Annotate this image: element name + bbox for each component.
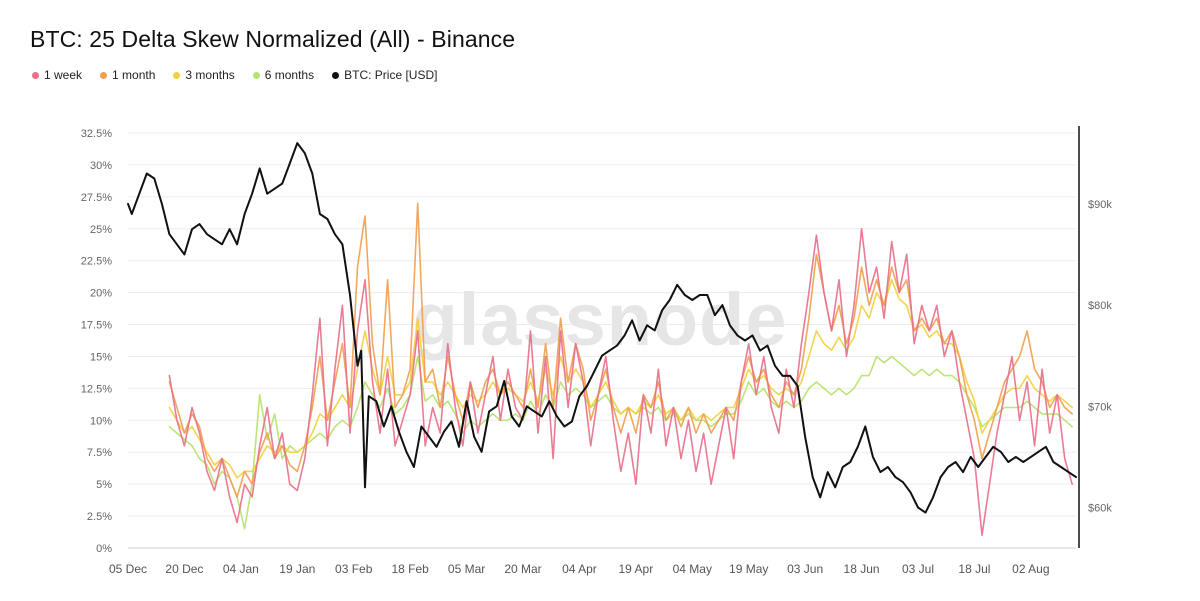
y-tick-label-right: $90k	[1088, 199, 1112, 211]
x-tick-label: 05 Dec	[109, 562, 147, 576]
x-axis: 05 Dec 20 Dec 04 Jan 19 Jan 03 Feb 18 Feb 05 M…	[109, 547, 1076, 576]
legend-label: 1 month	[112, 68, 156, 82]
x-tick-label: 02 Aug	[1012, 562, 1049, 576]
y-axis-left: 0% 2.5% 5% 7.5% 10% 12.5% 15% 17.5% 20% 22.5% 25% 2…	[81, 128, 112, 555]
x-tick-label: 20 Dec	[165, 562, 203, 576]
legend-item-btc-price[interactable]: BTC: Price [USD]	[332, 68, 437, 82]
x-tick-label: 03 Jun	[787, 562, 823, 576]
x-tick-label: 20 Mar	[504, 562, 541, 576]
legend-swatch	[32, 71, 39, 79]
y-tick-label-left: 27.5%	[81, 192, 112, 204]
y-tick-label-left: 32.5%	[81, 128, 112, 140]
x-tick-label: 19 Apr	[619, 562, 654, 576]
legend-item-1-month[interactable]: 1 month	[100, 68, 155, 82]
x-tick-label: 18 Jun	[844, 562, 880, 576]
y-tick-label-right: $60k	[1088, 503, 1112, 515]
legend: 1 week 1 month 3 months 6 months BTC: Pr…	[32, 68, 437, 82]
y-tick-label-left: 12.5%	[81, 383, 112, 395]
y-tick-label-left: 10%	[90, 415, 112, 427]
series-line-btc-price-usd	[127, 142, 1077, 514]
y-tick-label-left: 0%	[96, 543, 112, 555]
y-tick-label-left: 30%	[90, 160, 112, 172]
legend-swatch	[100, 71, 108, 79]
legend-swatch	[173, 71, 181, 79]
legend-swatch	[252, 71, 260, 79]
legend-label: 3 months	[185, 68, 235, 82]
x-tick-label: 05 Mar	[448, 562, 485, 576]
y-tick-label-left: 5%	[96, 479, 112, 491]
series-lines	[127, 142, 1077, 536]
legend-item-6-months[interactable]: 6 months	[252, 68, 315, 82]
y-tick-label-left: 15%	[90, 351, 112, 363]
legend-label: 1 week	[44, 68, 83, 82]
series-line-1-week	[168, 228, 1073, 536]
x-tick-label: 03 Jul	[902, 562, 934, 576]
y-tick-label-left: 7.5%	[87, 447, 112, 459]
x-tick-label: 18 Jul	[958, 562, 990, 576]
y-tick-label-left: 22.5%	[81, 256, 112, 268]
legend-label: BTC: Price [USD]	[344, 68, 438, 82]
legend-label: 6 months	[264, 68, 315, 82]
x-tick-label: 03 Feb	[335, 562, 373, 576]
y-tick-label-left: 2.5%	[87, 511, 112, 523]
series-line-3-months	[168, 279, 1073, 479]
x-tick-label: 18 Feb	[391, 562, 429, 576]
x-tick-label: 19 Jan	[279, 562, 315, 576]
legend-item-1-week[interactable]: 1 week	[32, 68, 82, 82]
legend-swatch	[332, 71, 340, 79]
x-tick-label: 04 Apr	[562, 562, 597, 576]
y-axis-right: $60k $70k $80k $90k	[1078, 126, 1112, 548]
legend-item-3-months[interactable]: 3 months	[173, 68, 235, 82]
chart-title: BTC: 25 Delta Skew Normalized (All) - Bi…	[30, 26, 516, 52]
x-tick-label: 04 May	[673, 562, 712, 576]
y-tick-label-left: 17.5%	[81, 320, 112, 332]
x-tick-label: 19 May	[729, 562, 768, 576]
series-line-1-month	[168, 202, 1073, 498]
watermark: glassnode	[413, 278, 788, 361]
y-tick-label-left: 20%	[90, 288, 112, 300]
x-tick-label: 04 Jan	[223, 562, 259, 576]
y-tick-label-right: $70k	[1088, 401, 1112, 413]
y-tick-label-left: 25%	[90, 224, 112, 236]
y-tick-label-right: $80k	[1088, 300, 1112, 312]
